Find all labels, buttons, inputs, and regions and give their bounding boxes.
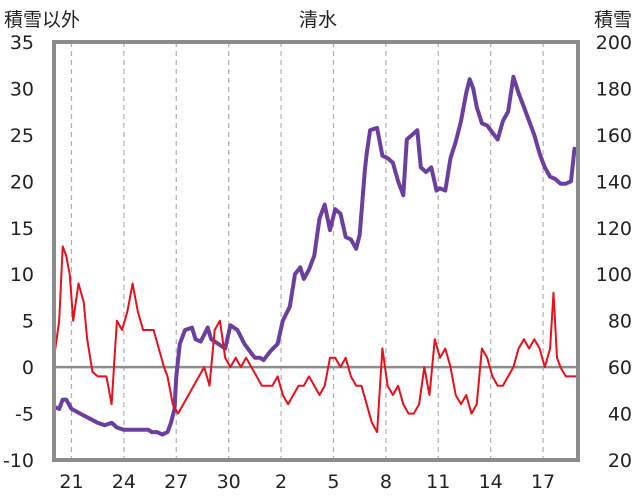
right-tick-label: 140 <box>596 171 632 193</box>
left-tick-label: 20 <box>10 171 34 193</box>
x-tick-label: 21 <box>59 471 83 493</box>
x-tick-label: 24 <box>112 471 136 493</box>
left-tick-label: 10 <box>10 264 34 286</box>
right-axis-label: 積雪 <box>594 9 632 31</box>
right-tick-label: 100 <box>596 264 632 286</box>
left-tick-label: 35 <box>10 32 34 54</box>
grid-lines <box>70 42 544 460</box>
left-tick-label: 0 <box>22 357 34 379</box>
right-tick-label: 40 <box>608 404 632 426</box>
left-tick-label: -5 <box>15 404 34 426</box>
x-tick-label: 17 <box>531 471 555 493</box>
left-axis-label: 積雪以外 <box>4 9 80 31</box>
x-ticks: 21 24 27 30 2 5 8 11 14 17 <box>59 471 555 493</box>
other-series-line <box>53 245 578 434</box>
series-group <box>53 74 580 437</box>
x-tick-label: 11 <box>426 471 450 493</box>
left-tick-label: 15 <box>10 218 34 240</box>
right-tick-label: 80 <box>608 311 632 333</box>
right-tick-label: 60 <box>608 357 632 379</box>
right-tick-label: 200 <box>596 32 632 54</box>
right-ticks: 20 40 60 80 100 120 140 160 180 200 <box>596 32 632 472</box>
left-tick-label: 30 <box>10 78 34 100</box>
snow-depth-line <box>53 74 580 437</box>
left-tick-label: 25 <box>10 125 34 147</box>
chart-title: 清水 <box>299 9 337 31</box>
right-tick-label: 20 <box>608 450 632 472</box>
right-tick-label: 120 <box>596 218 632 240</box>
left-tick-label: -10 <box>3 450 34 472</box>
right-tick-label: 160 <box>596 125 632 147</box>
x-tick-label: 27 <box>164 471 188 493</box>
right-tick-label: 180 <box>596 78 632 100</box>
x-tick-label: 5 <box>327 471 339 493</box>
left-ticks: -10 -5 0 5 10 15 20 25 30 35 <box>3 32 34 472</box>
x-tick-label: 14 <box>479 471 503 493</box>
x-tick-label: 8 <box>380 471 392 493</box>
left-tick-label: 5 <box>22 311 34 333</box>
x-tick-label: 30 <box>217 471 241 493</box>
x-tick-label: 2 <box>275 471 287 493</box>
plot-frame <box>52 40 580 462</box>
